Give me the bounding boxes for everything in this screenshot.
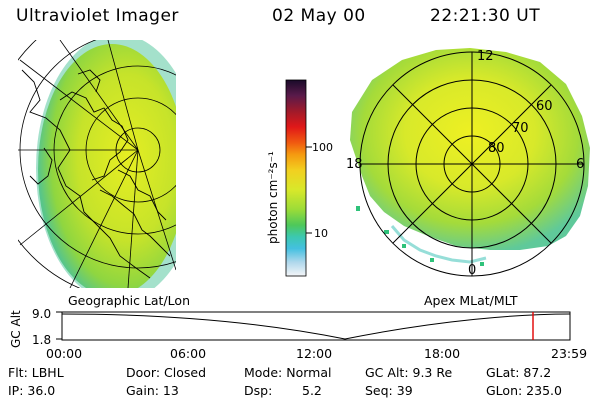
altitude-ytick-9: 9.0 — [32, 307, 51, 321]
mlt-label-0: 0 — [468, 263, 476, 278]
mlat-ring-label-60: 60 — [536, 99, 553, 114]
colorbar — [286, 80, 306, 276]
mlat-ring-label-80: 80 — [488, 141, 505, 156]
colorbar-tick-10: 10 — [314, 227, 328, 240]
status-dsp-value: 5.2 — [302, 383, 322, 398]
status-gc-altitude: GC Alt: 9.3 Re — [365, 365, 453, 380]
status-gain: Gain: 13 — [126, 383, 179, 398]
colorbar-tick-100: 100 — [312, 141, 333, 154]
altitude-xtick-0000: 00:00 — [46, 346, 82, 361]
status-geo-longitude: GLon: 235.0 — [486, 383, 562, 398]
mlt-label-6: 6 — [576, 157, 584, 172]
altitude-xtick-1800: 18:00 — [424, 346, 460, 361]
mlt-label-18: 18 — [346, 157, 363, 172]
image-time: 22:21:30 UT — [430, 6, 541, 26]
mlt-label-12: 12 — [477, 49, 494, 64]
status-mode: Mode: Normal — [244, 365, 332, 380]
altitude-xtick-2359: 23:59 — [551, 346, 587, 361]
status-sequence: Seq: 39 — [365, 383, 413, 398]
image-date: 02 May 00 — [272, 6, 366, 26]
mlat-ring-label-70: 70 — [512, 121, 529, 136]
altitude-ytick-1.8: 1.8 — [32, 333, 51, 347]
right-panel-caption: Apex MLat/MLT — [424, 293, 518, 308]
status-door: Door: Closed — [126, 365, 207, 380]
left-panel-caption: Geographic Lat/Lon — [68, 293, 190, 308]
altitude-xtick-1200: 12:00 — [296, 346, 332, 361]
status-dsp-label: Dsp: — [244, 383, 273, 398]
altitude-ylabel: GC Alt — [9, 310, 23, 348]
geographic-auroral-image — [18, 40, 176, 288]
colorbar-unit-label: photon cm⁻²s⁻¹ — [266, 151, 280, 244]
altitude-xtick-0600: 06:00 — [170, 346, 206, 361]
coastline-outlines — [21, 69, 171, 279]
status-filter: Flt: LBHL — [8, 365, 64, 380]
status-geo-latitude: GLat: 87.2 — [486, 365, 552, 380]
magnetic-polar-plot — [350, 48, 590, 277]
altitude-curve — [61, 313, 571, 340]
altitude-plot — [56, 311, 571, 341]
instrument-title: Ultraviolet Imager — [16, 6, 179, 26]
status-ip: IP: 36.0 — [8, 383, 56, 398]
